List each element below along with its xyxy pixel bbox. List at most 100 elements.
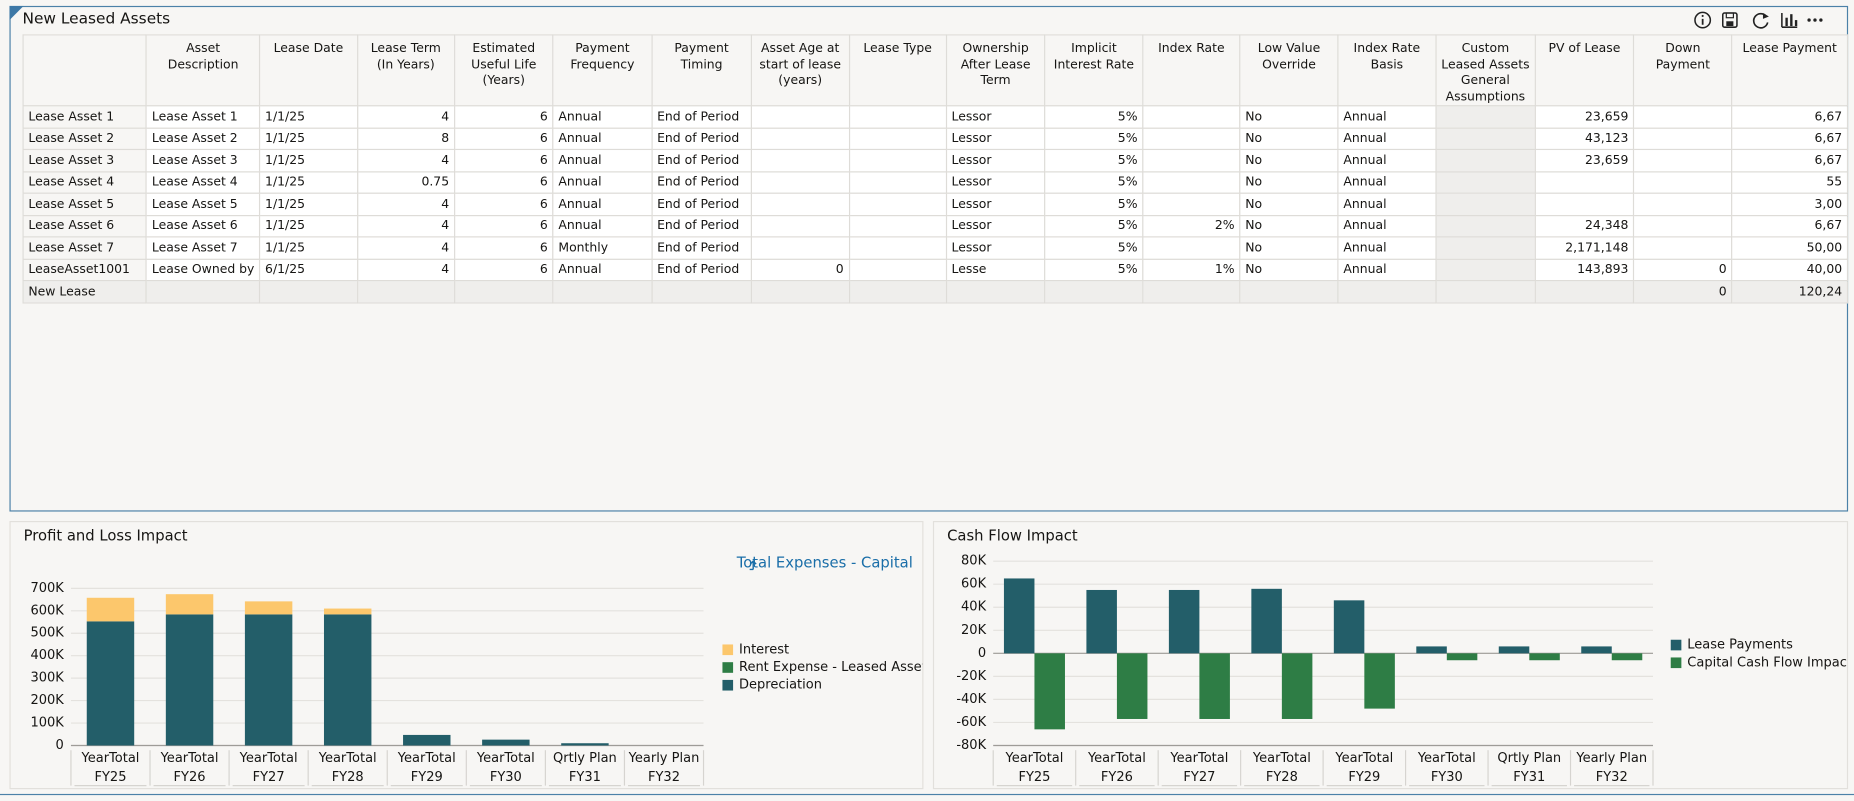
chart-title: Profit and Loss Impact: [24, 527, 188, 544]
y-tick-label: 300K: [30, 671, 64, 686]
corner-cell: [22, 34, 148, 107]
table-cell: Lessor: [945, 214, 1046, 238]
table-cell: 0: [1633, 258, 1733, 282]
column-header: Lease Type: [848, 34, 947, 107]
row-header: Lease Asset 3: [22, 148, 148, 172]
table-cell: 23,659: [1534, 148, 1635, 172]
table-cell: [848, 280, 947, 304]
table-row: Lease Asset 3 Lease Asset 3 1/1/25 4 6 Annual…: [22, 148, 1849, 172]
bar: [1199, 653, 1230, 719]
table-cell: 23,659: [1534, 105, 1635, 129]
table-cell: Annual: [552, 170, 653, 194]
table-cell: [356, 280, 456, 304]
table-cell: Annual: [552, 105, 653, 129]
table-cell: [1633, 148, 1733, 172]
column-header: Index Rate Basis: [1337, 34, 1437, 107]
table-cell: 6: [453, 127, 554, 151]
annotation-icon[interactable]: [749, 560, 757, 571]
table-cell: Lease Asset 7: [145, 236, 261, 260]
x-group-label: FY30: [490, 770, 522, 785]
table-cell: 6,67: [1731, 148, 1849, 172]
table-cell: Lease Asset 4: [145, 170, 261, 194]
x-group-label: FY26: [1101, 770, 1133, 785]
row-header: LeaseAsset1001: [22, 258, 148, 282]
table-cell: Annual: [552, 258, 653, 282]
table-cell: Annual: [552, 214, 653, 238]
table-cell: Annual: [1337, 258, 1437, 282]
table-cell: 6: [453, 214, 554, 238]
save-icon[interactable]: [1721, 12, 1738, 28]
table-cell: No: [1239, 192, 1339, 216]
column-header: Ownership After Lease Term: [945, 34, 1046, 107]
x-tick-label: YearTotal: [1334, 751, 1393, 766]
x-group-label: FY25: [1018, 770, 1050, 785]
y-tick-label: 700K: [30, 581, 64, 596]
table-cell: 4: [356, 105, 456, 129]
bar: [1333, 600, 1365, 654]
table-cell: Lease Asset 2: [145, 127, 261, 151]
column-header: Lease Payment: [1731, 34, 1849, 107]
table-cell: [1435, 236, 1536, 260]
info-icon[interactable]: [1694, 11, 1712, 29]
x-group-label: FY26: [174, 770, 206, 785]
table-cell: [1142, 170, 1241, 194]
table-cell: 1/1/25: [259, 236, 358, 260]
legend-swatch: [1670, 657, 1682, 669]
legend-label: Capital Cash Flow Impact: [1687, 655, 1848, 670]
table-cell: No: [1239, 105, 1339, 129]
refresh-icon[interactable]: [1752, 12, 1769, 29]
table-cell: 4: [356, 148, 456, 172]
x-group-label: FY29: [411, 770, 443, 785]
y-tick-label: 200K: [30, 693, 64, 708]
x-tick-label: Qrtly Plan: [553, 751, 617, 766]
table-cell: [1435, 148, 1536, 172]
x-tick-label: YearTotal: [81, 751, 140, 766]
legend-label: Rent Expense - Leased Assets: [739, 660, 923, 675]
table-cell: [848, 170, 947, 194]
table-cell: 40,00: [1731, 258, 1849, 282]
row-header: Lease Asset 6: [22, 214, 148, 238]
legend-swatch: [722, 644, 734, 656]
more-icon[interactable]: [1807, 18, 1823, 22]
bar: [1086, 589, 1117, 654]
y-tick-label: 0: [56, 738, 64, 753]
bar-segment: [86, 621, 135, 746]
bar-segment: [244, 614, 293, 746]
table-cell: [552, 280, 653, 304]
table-cell: [848, 127, 947, 151]
table-cell: 6: [453, 192, 554, 216]
table-cell: [848, 192, 947, 216]
y-tick-label: 80K: [961, 554, 987, 569]
x-tick-label: YearTotal: [1252, 751, 1311, 766]
table-cell: [1142, 105, 1241, 129]
table-cell: 1%: [1142, 258, 1241, 282]
table-cell: [1435, 105, 1536, 129]
x-tick-label: Qrtly Plan: [1497, 751, 1561, 766]
table-cell: 50,00: [1731, 236, 1849, 260]
table-cell: 5%: [1044, 105, 1144, 129]
bar: [1498, 646, 1530, 654]
annotation-link[interactable]: Total Expenses - Capital: [736, 555, 913, 572]
x-tick-label: YearTotal: [1169, 751, 1228, 766]
table-cell: [651, 280, 752, 304]
table-cell: End of Period: [651, 258, 752, 282]
table-cell: [1239, 280, 1339, 304]
table-cell: 4: [356, 192, 456, 216]
bar: [1611, 653, 1643, 661]
bar: [1003, 578, 1035, 654]
table-row: Lease Asset 2 Lease Asset 2 1/1/25 8 6 Annual…: [22, 127, 1849, 151]
table-cell: Monthly: [552, 236, 653, 260]
cash-flow-chart: Cash Flow Impact -80K -60K -40K -20K 0 20K 40K…: [932, 521, 1849, 790]
table-cell: [848, 105, 947, 129]
table-cell: [1534, 280, 1635, 304]
bar: [1416, 646, 1447, 654]
table-cell: 3,00: [1731, 192, 1849, 216]
y-tick-label: 40K: [961, 600, 987, 615]
table-cell: [848, 236, 947, 260]
table-cell: [750, 280, 850, 304]
x-tick-label: Yearly Plan: [1575, 751, 1647, 766]
corner-marker: [9, 5, 24, 21]
chart-icon[interactable]: [1781, 12, 1798, 28]
table-cell: 43,123: [1534, 127, 1635, 151]
table-cell: [750, 236, 850, 260]
